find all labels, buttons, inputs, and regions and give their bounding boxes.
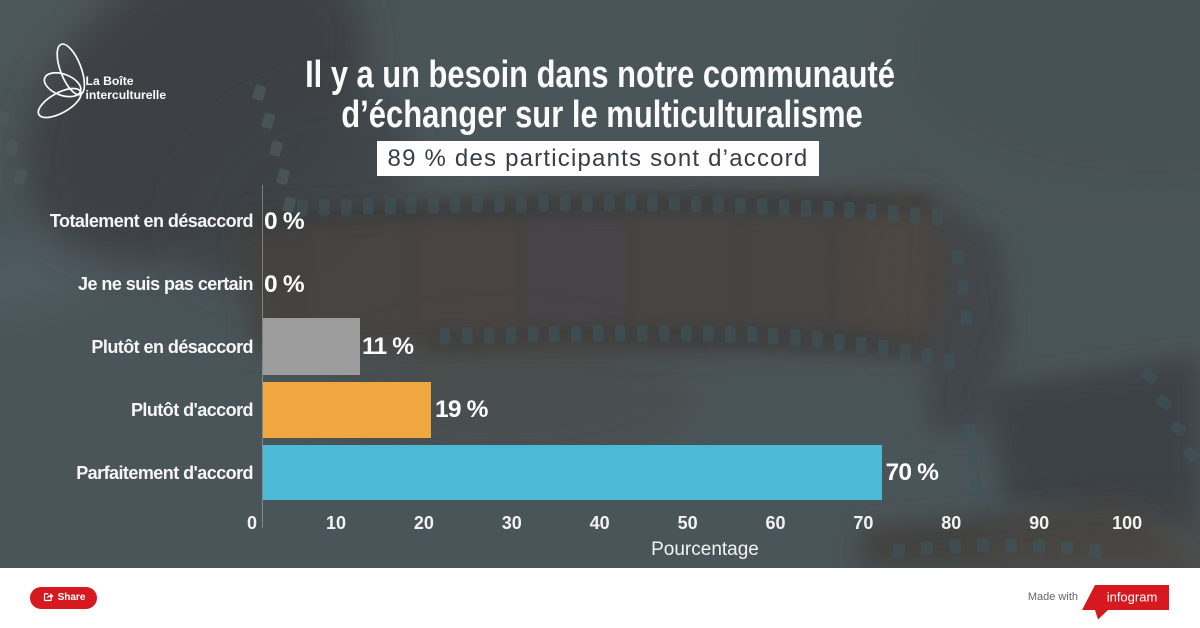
svg-text:interculturelle: interculturelle <box>86 88 167 102</box>
svg-text:infogram: infogram <box>1107 590 1158 605</box>
svg-text:La Boîte: La Boîte <box>86 74 134 88</box>
